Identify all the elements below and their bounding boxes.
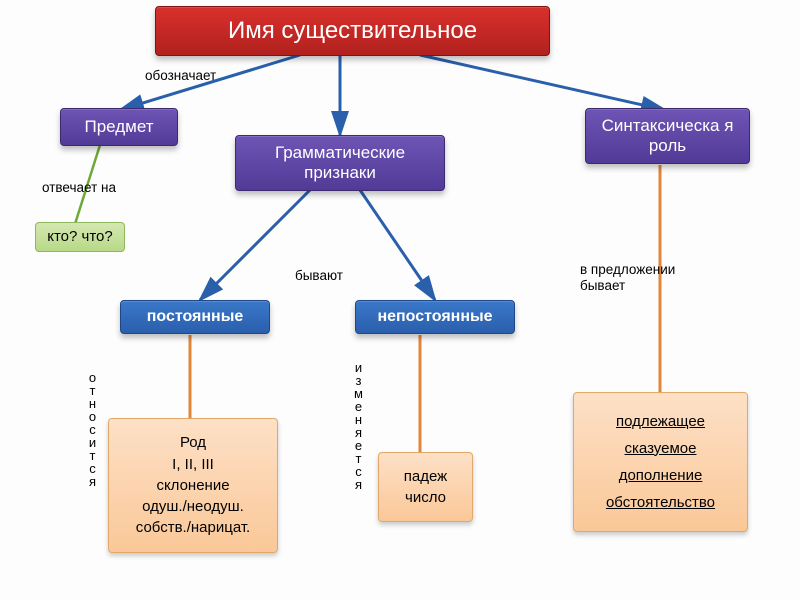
cd2: I, II, III <box>172 456 214 473</box>
label-are: бывают <box>295 268 343 284</box>
root-node: Имя существительное <box>155 6 550 56</box>
id1: падеж <box>404 468 447 485</box>
node-grammar-label: Грамматические признаки <box>244 143 436 182</box>
node-subject: Предмет <box>60 108 178 146</box>
label-denotes: обозначает <box>145 68 216 84</box>
node-constant-label: постоянные <box>147 308 244 326</box>
node-inconstant-label: непостоянные <box>377 308 492 326</box>
label-relates: относится <box>86 370 99 487</box>
label-answers: отвечает на <box>42 180 116 196</box>
cd5: собств./нарицат. <box>136 519 250 536</box>
node-inconstant: непостоянные <box>355 300 515 334</box>
node-subject-label: Предмет <box>84 117 153 137</box>
node-syntax: Синтаксическа я роль <box>585 108 750 164</box>
sr4: обстоятельство <box>606 494 715 511</box>
cd4: одуш./неодуш. <box>142 498 244 515</box>
node-syntax-label: Синтаксическа я роль <box>594 116 741 155</box>
node-question: кто? что? <box>35 222 125 252</box>
label-changes: изменяется <box>352 360 365 490</box>
root-label: Имя существительное <box>228 17 477 45</box>
node-grammar: Грамматические признаки <box>235 135 445 191</box>
id2: число <box>405 489 446 506</box>
cd1: Род <box>180 434 206 451</box>
node-constant: постоянные <box>120 300 270 334</box>
node-syntax-roles: подлежащее сказуемое дополнение обстояте… <box>573 392 748 532</box>
cd3: склонение <box>156 477 229 494</box>
sr2: сказуемое <box>625 440 697 457</box>
sr3: дополнение <box>619 467 703 484</box>
sr1: подлежащее <box>616 413 705 430</box>
label-in-sentence: в предложении бывает <box>580 262 690 293</box>
node-inconstant-detail: падеж число <box>378 452 473 522</box>
node-question-label: кто? что? <box>47 228 113 245</box>
node-constant-detail: Род I, II, III склонение одуш./неодуш. с… <box>108 418 278 553</box>
